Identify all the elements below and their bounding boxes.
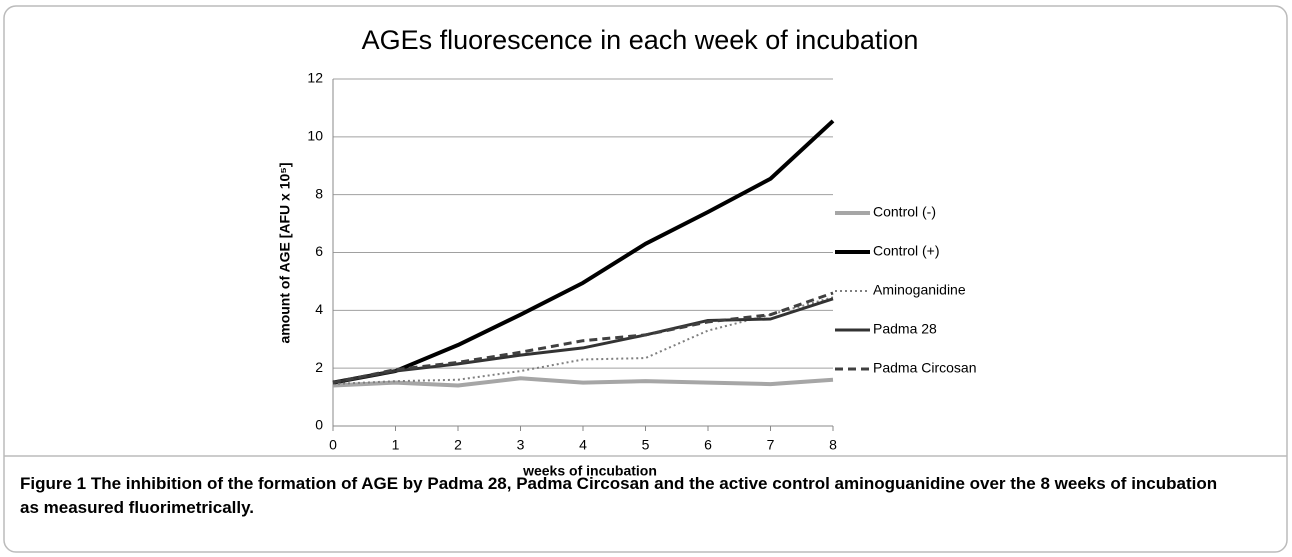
y-tick-label: 0	[315, 417, 323, 433]
caption-text: The inhibition of the formation of AGE b…	[20, 474, 1218, 517]
legend-label: Padma 28	[873, 321, 937, 337]
frame	[3, 5, 1288, 553]
y-tick-label: 10	[307, 128, 323, 144]
caption: Figure 1 The inhibition of the formation…	[20, 472, 1220, 520]
series-line	[332, 376, 834, 388]
x-axis-label: weeks of incubation	[522, 463, 657, 479]
chart-title: AGEs fluorescence in each week of incuba…	[362, 25, 919, 55]
x-tick-label: 5	[642, 437, 650, 453]
series-line	[332, 119, 835, 385]
x-tick-label: 8	[829, 437, 837, 453]
y-tick-label: 8	[315, 185, 323, 201]
legend-label: Control (-)	[873, 204, 936, 220]
y-axis-label: amount of AGE [AFU x 10⁵]	[277, 162, 293, 343]
legend-label: Control (+)	[873, 243, 940, 259]
legend-label: Padma Circosan	[873, 360, 977, 376]
x-tick-label: 2	[454, 437, 462, 453]
x-tick-label: 4	[579, 437, 587, 453]
y-tick-label: 6	[315, 243, 323, 259]
legend-label: Aminoganidine	[873, 282, 966, 298]
x-tick-label: 7	[767, 437, 775, 453]
x-tick-label: 1	[392, 437, 400, 453]
y-tick-label: 2	[315, 359, 323, 375]
x-tick-label: 6	[704, 437, 712, 453]
series-line	[332, 291, 834, 385]
y-tick-label: 4	[315, 301, 323, 317]
y-tick-label: 12	[307, 70, 323, 86]
x-tick-label: 3	[517, 437, 525, 453]
x-tick-label: 0	[329, 437, 337, 453]
caption-label: Figure 1	[20, 474, 87, 493]
